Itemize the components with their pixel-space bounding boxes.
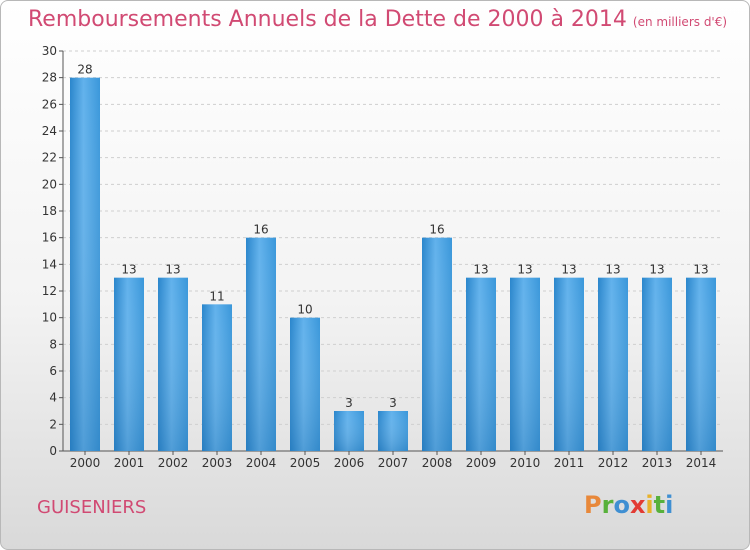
y-tick-label: 18 <box>42 204 57 218</box>
bar-value-label: 13 <box>605 263 620 277</box>
bar-value-label: 13 <box>649 263 664 277</box>
bar-value-label: 13 <box>473 263 488 277</box>
bar-shade <box>686 277 716 451</box>
bar-value-label: 3 <box>389 396 397 410</box>
proxiti-logo: Proxiti <box>584 491 674 519</box>
bar-value-label: 13 <box>165 263 180 277</box>
bar-value-label: 16 <box>429 223 444 237</box>
y-tick-label: 4 <box>49 391 57 405</box>
x-tick-label: 2002 <box>158 456 189 470</box>
bar-shade <box>554 277 584 451</box>
y-tick-label: 2 <box>49 417 57 431</box>
x-tick-label: 2007 <box>378 456 409 470</box>
bar-shade <box>70 77 100 452</box>
bar-shade <box>422 237 452 451</box>
bar-value-label: 28 <box>77 63 92 77</box>
bar-shade <box>334 411 364 451</box>
bar-value-label: 13 <box>693 263 708 277</box>
bar-shade <box>114 277 144 451</box>
bar-value-label: 13 <box>121 263 136 277</box>
x-tick-label: 2003 <box>202 456 233 470</box>
y-tick-label: 8 <box>49 337 57 351</box>
y-tick-label: 16 <box>42 231 57 245</box>
x-tick-label: 2005 <box>290 456 321 470</box>
bar-shade <box>510 277 540 451</box>
town-name: GUISENIERS <box>37 497 147 518</box>
x-tick-label: 2006 <box>334 456 365 470</box>
y-tick-label: 26 <box>42 97 57 111</box>
x-tick-label: 2013 <box>642 456 673 470</box>
y-tick-label: 10 <box>42 311 57 325</box>
bar-value-label: 11 <box>209 289 224 303</box>
y-tick-label: 0 <box>49 444 57 458</box>
x-tick-label: 2001 <box>114 456 145 470</box>
bar-shade <box>598 277 628 451</box>
chart-title: Remboursements Annuels de la Dette de 20… <box>28 7 627 32</box>
bar-value-label: 10 <box>297 303 312 317</box>
bars: 28 13 13 11 16 10 3 3 16 13 13 13 13 13 13 <box>70 63 716 452</box>
y-tick-label: 30 <box>42 44 57 58</box>
x-tick-label: 2009 <box>466 456 497 470</box>
bar-value-label: 13 <box>517 263 532 277</box>
bar-shade <box>378 411 408 451</box>
y-tick-label: 20 <box>42 177 57 191</box>
bar-shade <box>158 277 188 451</box>
y-tick-label: 12 <box>42 284 57 298</box>
y-tick-label: 22 <box>42 151 57 165</box>
x-tick-label: 2004 <box>246 456 277 470</box>
x-tick-label: 2012 <box>598 456 629 470</box>
bar-value-label: 3 <box>345 396 353 410</box>
y-tick-label: 14 <box>42 257 57 271</box>
x-tick-label: 2010 <box>510 456 541 470</box>
bar-shade <box>642 277 672 451</box>
bar-shade <box>246 237 276 451</box>
x-tick-label: 2014 <box>686 456 717 470</box>
bar-value-label: 16 <box>253 223 268 237</box>
bar-shade <box>202 304 232 451</box>
y-tick-label: 6 <box>49 364 57 378</box>
chart-title-block: Remboursements Annuels de la Dette de 20… <box>28 7 727 32</box>
chart-unit: (en milliers d'€) <box>632 15 728 29</box>
bar-shade <box>466 277 496 451</box>
y-tick-label: 24 <box>42 124 57 138</box>
x-tick-label: 2008 <box>422 456 453 470</box>
x-tick-label: 2011 <box>554 456 585 470</box>
bar-shade <box>290 317 320 451</box>
bar-value-label: 13 <box>561 263 576 277</box>
x-tick-label: 2000 <box>70 456 101 470</box>
y-tick-label: 28 <box>42 71 57 85</box>
